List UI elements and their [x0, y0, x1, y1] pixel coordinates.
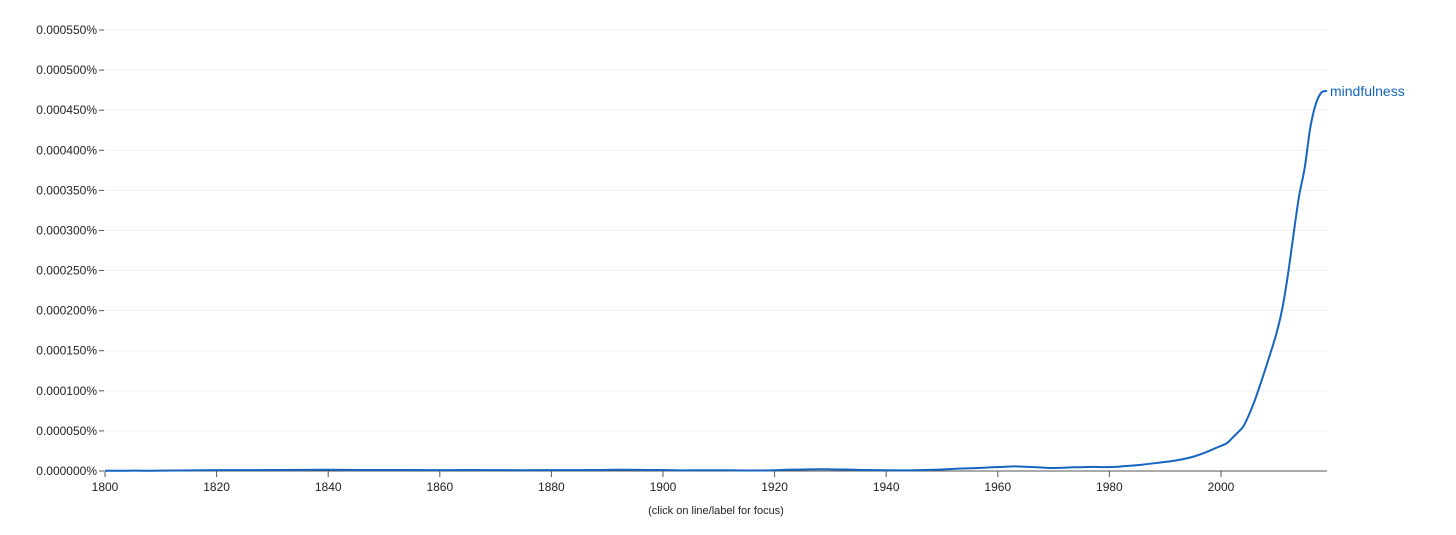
y-tick-label: 0.000000% [36, 464, 97, 478]
axis-layer: 0.000000% 0.000050% 0.000100% 0.000150% 0.00… [36, 23, 1327, 494]
x-tick-label: 1880 [538, 480, 565, 494]
y-tick-label: 0.000300% [36, 223, 97, 237]
series-line-mindfulness[interactable] [104, 89, 1328, 472]
grid-layer [105, 29, 1327, 432]
series-label-mindfulness[interactable]: mindfulness [1330, 83, 1405, 99]
x-tick-label: 1820 [203, 480, 230, 494]
y-tick-label: 0.000250% [36, 264, 97, 278]
y-tick-label: 0.000150% [36, 344, 97, 358]
x-tick-label: 1840 [315, 480, 342, 494]
x-tick-label: 1800 [92, 480, 119, 494]
y-tick-label: 0.000400% [36, 143, 97, 157]
y-tick-label: 0.000050% [36, 424, 97, 438]
x-tick-label: 1980 [1096, 480, 1123, 494]
x-tick-label: 1960 [984, 480, 1011, 494]
y-tick-label: 0.000500% [36, 63, 97, 77]
chart-caption: (click on line/label for focus) [648, 505, 784, 517]
y-tick-label: 0.000450% [36, 103, 97, 117]
x-tick-label: 1900 [650, 480, 677, 494]
y-tick-label: 0.000100% [36, 384, 97, 398]
series-layer: mindfulness [104, 83, 1405, 472]
x-tick-label: 2000 [1208, 480, 1235, 494]
x-tick-label: 1860 [426, 480, 453, 494]
x-tick-label: 1920 [761, 480, 788, 494]
y-tick-label: 0.000350% [36, 183, 97, 197]
y-tick-label: 0.000200% [36, 304, 97, 318]
y-tick-label: 0.000550% [36, 23, 97, 37]
x-tick-label: 1940 [873, 480, 900, 494]
